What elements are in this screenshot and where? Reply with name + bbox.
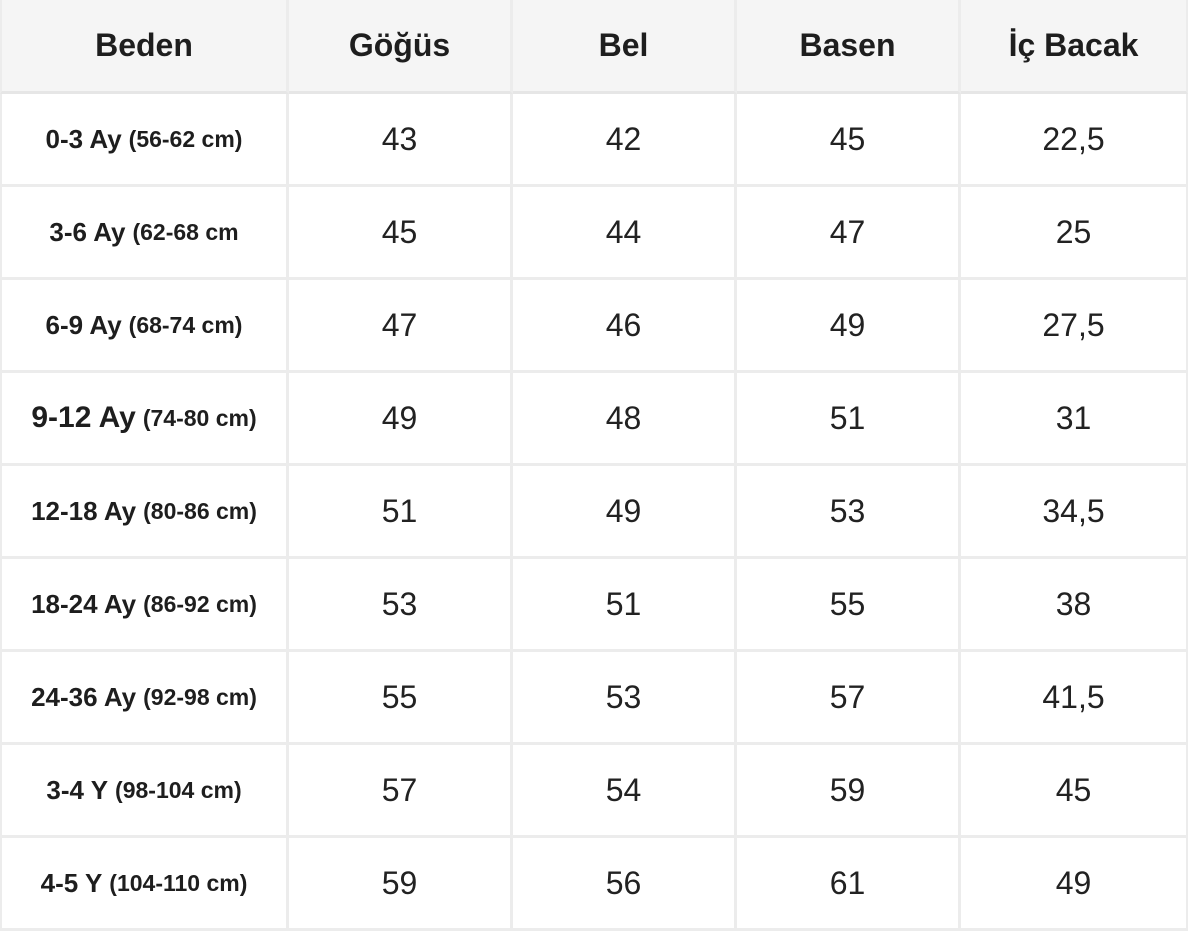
size-range: (62-68 cm bbox=[132, 218, 239, 245]
header-ic-bacak: İç Bacak bbox=[961, 0, 1188, 94]
size-cell: 6-9 Ay (68-74 cm) bbox=[0, 280, 289, 373]
ic-bacak-cell: 41,5 bbox=[961, 652, 1188, 745]
gogus-cell: 51 bbox=[289, 466, 513, 559]
size-range: (68-74 cm) bbox=[128, 311, 243, 338]
header-beden: Beden bbox=[0, 0, 289, 94]
size-label: 24-36 Ay bbox=[31, 681, 137, 712]
size-label: 18-24 Ay bbox=[31, 588, 137, 619]
gogus-cell: 45 bbox=[289, 187, 513, 280]
size-cell: 0-3 Ay (56-62 cm) bbox=[0, 94, 289, 187]
ic-bacak-cell: 38 bbox=[961, 559, 1188, 652]
bel-cell: 44 bbox=[513, 187, 737, 280]
gogus-cell: 55 bbox=[289, 652, 513, 745]
basen-cell: 55 bbox=[737, 559, 961, 652]
size-cell: 9-12 Ay (74-80 cm) bbox=[0, 373, 289, 466]
gogus-cell: 57 bbox=[289, 745, 513, 838]
gogus-cell: 53 bbox=[289, 559, 513, 652]
size-label: 3-4 Y bbox=[46, 774, 109, 805]
ic-bacak-cell: 34,5 bbox=[961, 466, 1188, 559]
gogus-cell: 47 bbox=[289, 280, 513, 373]
size-cell: 4-5 Y (104-110 cm) bbox=[0, 838, 289, 931]
basen-cell: 47 bbox=[737, 187, 961, 280]
bel-cell: 51 bbox=[513, 559, 737, 652]
bel-cell: 53 bbox=[513, 652, 737, 745]
size-cell: 24-36 Ay (92-98 cm) bbox=[0, 652, 289, 745]
size-label: 9-12 Ay bbox=[31, 401, 136, 434]
size-label: 4-5 Y bbox=[40, 867, 103, 898]
basen-cell: 53 bbox=[737, 466, 961, 559]
basen-cell: 59 bbox=[737, 745, 961, 838]
size-range: (104-110 cm) bbox=[109, 869, 248, 896]
ic-bacak-cell: 27,5 bbox=[961, 280, 1188, 373]
size-range: (74-80 cm) bbox=[142, 404, 257, 431]
basen-cell: 51 bbox=[737, 373, 961, 466]
size-range: (86-92 cm) bbox=[143, 590, 257, 617]
size-range: (92-98 cm) bbox=[143, 683, 257, 710]
bel-cell: 42 bbox=[513, 94, 737, 187]
size-range: (80-86 cm) bbox=[143, 497, 257, 524]
ic-bacak-cell: 49 bbox=[961, 838, 1188, 931]
size-cell: 3-4 Y (98-104 cm) bbox=[0, 745, 289, 838]
size-cell: 3-6 Ay (62-68 cm bbox=[0, 187, 289, 280]
bel-cell: 48 bbox=[513, 373, 737, 466]
bel-cell: 46 bbox=[513, 280, 737, 373]
size-label: 12-18 Ay bbox=[31, 495, 137, 526]
size-range: (98-104 cm) bbox=[115, 776, 242, 803]
size-label: 3-6 Ay bbox=[49, 216, 126, 247]
gogus-cell: 49 bbox=[289, 373, 513, 466]
bel-cell: 49 bbox=[513, 466, 737, 559]
ic-bacak-cell: 45 bbox=[961, 745, 1188, 838]
gogus-cell: 43 bbox=[289, 94, 513, 187]
size-cell: 12-18 Ay (80-86 cm) bbox=[0, 466, 289, 559]
basen-cell: 57 bbox=[737, 652, 961, 745]
ic-bacak-cell: 25 bbox=[961, 187, 1188, 280]
bel-cell: 54 bbox=[513, 745, 737, 838]
header-gogus: Göğüs bbox=[289, 0, 513, 94]
size-label: 6-9 Ay bbox=[45, 309, 122, 340]
size-label: 0-3 Ay bbox=[45, 123, 122, 154]
basen-cell: 45 bbox=[737, 94, 961, 187]
bel-cell: 56 bbox=[513, 838, 737, 931]
ic-bacak-cell: 22,5 bbox=[961, 94, 1188, 187]
basen-cell: 49 bbox=[737, 280, 961, 373]
basen-cell: 61 bbox=[737, 838, 961, 931]
ic-bacak-cell: 31 bbox=[961, 373, 1188, 466]
size-cell: 18-24 Ay (86-92 cm) bbox=[0, 559, 289, 652]
size-range: (56-62 cm) bbox=[128, 125, 243, 152]
header-basen: Basen bbox=[737, 0, 961, 94]
gogus-cell: 59 bbox=[289, 838, 513, 931]
header-bel: Bel bbox=[513, 0, 737, 94]
